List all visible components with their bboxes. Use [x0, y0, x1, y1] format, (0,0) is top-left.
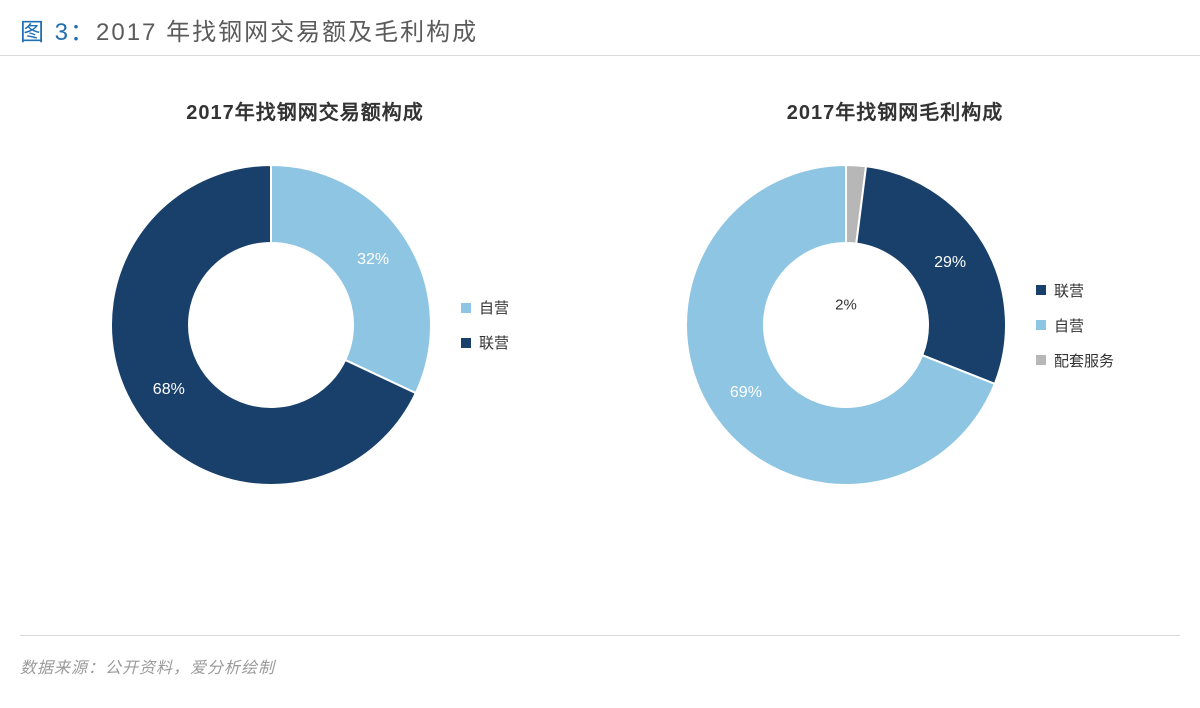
slice-label: 69%: [730, 384, 762, 402]
legend-label: 联营: [1054, 280, 1084, 301]
chart-body: 2% 29% 69% 联营自营配套服务: [610, 155, 1180, 495]
legend-swatch: [1036, 285, 1046, 295]
chart-body: 32% 68% 自营联营: [20, 155, 590, 495]
legend-item: 自营: [461, 297, 509, 318]
donut-slice: [856, 166, 1006, 384]
legend-label: 自营: [1054, 315, 1084, 336]
legend-label: 配套服务: [1054, 350, 1114, 371]
legend-swatch: [1036, 320, 1046, 330]
figure-footer: 数据来源：公开资料，爱分析绘制: [20, 635, 1180, 678]
slice-label: 32%: [357, 251, 389, 269]
figure-number: 图 3：: [20, 19, 96, 46]
legend-swatch: [1036, 355, 1046, 365]
chart-block: 2017年找钢网毛利构成 2% 29% 69% 联营自营配套服务: [610, 96, 1180, 495]
legend-item: 配套服务: [1036, 350, 1114, 371]
charts-container: 2017年找钢网交易额构成32%68%自营联营2017年找钢网毛利构成2%29%…: [0, 56, 1200, 495]
slice-label: 29%: [934, 254, 966, 272]
chart-legend: 自营联营: [461, 297, 509, 353]
chart-block: 2017年找钢网交易额构成 32% 68% 自营联营: [20, 96, 590, 495]
figure-header: 图 3：2017 年找钢网交易额及毛利构成: [0, 0, 1200, 56]
chart-title: 2017年找钢网毛利构成: [610, 96, 1180, 125]
footer-divider: [20, 635, 1180, 636]
donut-slice: [271, 165, 431, 393]
legend-item: 自营: [1036, 315, 1114, 336]
legend-swatch: [461, 303, 471, 313]
donut-chart: 32% 68%: [101, 155, 441, 495]
chart-title: 2017年找钢网交易额构成: [20, 96, 590, 125]
legend-item: 联营: [461, 332, 509, 353]
donut-chart: 2% 29% 69%: [676, 155, 1016, 495]
legend-swatch: [461, 338, 471, 348]
legend-label: 联营: [479, 332, 509, 353]
slice-label: 2%: [835, 297, 857, 314]
legend-label: 自营: [479, 297, 509, 318]
figure-title: 2017 年找钢网交易额及毛利构成: [96, 19, 478, 46]
data-source: 数据来源：公开资料，爱分析绘制: [20, 654, 1180, 678]
legend-item: 联营: [1036, 280, 1114, 301]
chart-legend: 联营自营配套服务: [1036, 280, 1114, 371]
slice-label: 68%: [153, 381, 185, 399]
